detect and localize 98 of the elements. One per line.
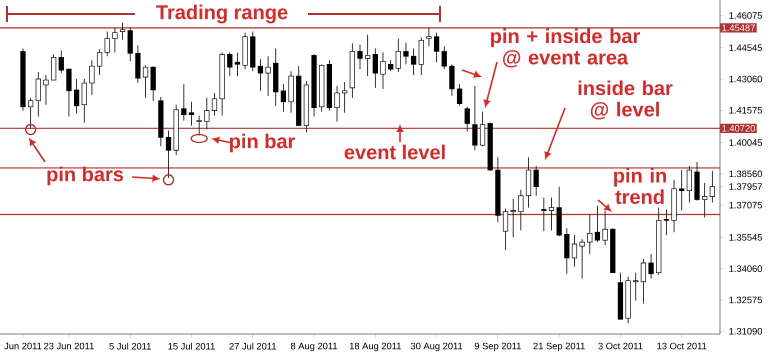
candlestick xyxy=(104,31,110,57)
candlestick xyxy=(280,84,286,112)
candlestick xyxy=(82,78,87,124)
candlestick xyxy=(357,44,363,70)
candlestick xyxy=(50,54,56,80)
candlestick xyxy=(442,46,447,70)
candlestick xyxy=(96,48,102,76)
candlestick xyxy=(28,97,34,129)
candlestick xyxy=(128,27,133,62)
y-tick-label: 1.43060 xyxy=(729,76,762,82)
candlestick xyxy=(120,22,126,40)
candlestick xyxy=(342,82,348,114)
x-tick-label: 3 Oct 2011 xyxy=(598,342,642,350)
candlestick xyxy=(112,27,118,53)
y-tick-label: 1.34060 xyxy=(729,265,762,272)
candlestick xyxy=(212,92,218,116)
candlestick xyxy=(564,228,570,274)
candlestick xyxy=(166,130,172,178)
y-tick-label: 1.37957 xyxy=(729,183,762,190)
x-tick-label: 18 Aug 2011 xyxy=(350,342,401,352)
candlestick xyxy=(372,48,378,88)
x-tick-label: 13 Oct 2011 xyxy=(657,342,706,350)
candlestick xyxy=(434,32,440,63)
candlestick xyxy=(502,208,508,251)
candlestick xyxy=(548,197,554,231)
y-tick-label: 1.40045 xyxy=(729,139,762,146)
y-tick-label: 1.46075 xyxy=(729,12,762,19)
candlestick xyxy=(464,106,470,132)
y-tick-label: 1.31090 xyxy=(729,328,762,335)
candlestick xyxy=(679,170,684,211)
x-tick-label: 27 Jul 2011 xyxy=(229,342,276,350)
candlestick xyxy=(396,38,401,72)
candlestick xyxy=(648,254,654,279)
candlestick xyxy=(74,78,80,114)
candlestick xyxy=(227,52,232,76)
candlestick xyxy=(150,66,156,102)
candlestick xyxy=(594,205,600,243)
annotation: Trading range xyxy=(156,4,288,24)
annotation: inside bar @ level xyxy=(578,80,672,120)
candlestick xyxy=(702,182,708,218)
candlestick xyxy=(426,27,432,47)
candlestick xyxy=(602,210,608,246)
candlestick xyxy=(196,115,202,136)
x-tick-label: 9 Sep 2011 xyxy=(474,342,521,352)
y-tick-label: 1.41575 xyxy=(729,107,762,114)
candlestick xyxy=(534,166,539,196)
candlestick xyxy=(89,60,95,96)
y-tick-label: 1.37075 xyxy=(729,202,762,208)
candlestick xyxy=(456,84,462,106)
candlestick xyxy=(664,209,670,236)
candlestick xyxy=(334,86,340,122)
x-tick-label: 8 Aug 2011 xyxy=(290,342,338,352)
candlestick xyxy=(579,238,585,279)
y-tick-label: 1.38560 xyxy=(729,170,762,178)
candlestick xyxy=(181,84,186,121)
y-tick-label: 1.44545 xyxy=(729,44,762,51)
candlestick xyxy=(388,60,394,72)
x-tick-label: Jun 2011 xyxy=(4,342,42,350)
annotation: pin bars xyxy=(47,166,124,186)
candlestick xyxy=(686,166,692,203)
candlestick xyxy=(43,74,49,106)
annotation: pin in trend xyxy=(614,168,666,204)
candlestick xyxy=(403,42,409,65)
x-tick-label: 23 Jun 2011 xyxy=(44,342,94,350)
annotation: pin + inside bar @ event area xyxy=(491,28,640,68)
candlestick xyxy=(710,170,715,203)
candlestick xyxy=(587,214,592,254)
y-tick-label: 1.32575 xyxy=(729,296,762,304)
ref-line-label: 1.45487 xyxy=(722,24,755,32)
candlestick xyxy=(418,37,424,76)
annotation: event level xyxy=(344,144,445,160)
candlestick xyxy=(204,97,210,130)
candlestick xyxy=(518,189,524,231)
candlestick xyxy=(640,258,646,304)
x-tick-label: 30 Aug 2011 xyxy=(410,342,462,352)
x-tick-label: 5 Jul 2011 xyxy=(109,342,151,350)
candlestick xyxy=(510,198,516,238)
candlestick xyxy=(66,68,72,117)
x-tick-label: 21 Sep 2011 xyxy=(533,342,585,352)
y-tick-label: 1.35545 xyxy=(729,234,762,241)
candlestick xyxy=(541,197,546,232)
candlestick xyxy=(572,234,578,268)
candlestick xyxy=(188,101,194,126)
candlestick xyxy=(265,56,271,96)
candlestick xyxy=(142,64,148,98)
candlestick xyxy=(480,111,486,147)
candlestick xyxy=(258,58,264,92)
candlestick xyxy=(633,272,638,301)
candlestick xyxy=(36,72,41,117)
candlestick xyxy=(58,50,64,74)
x-tick-label: 15 Jul 2011 xyxy=(168,342,215,350)
candlestick xyxy=(365,34,370,76)
candlestick xyxy=(449,64,455,96)
candlestick xyxy=(472,86,478,151)
ref-line-label: 1.40720 xyxy=(722,125,755,132)
candlestick xyxy=(380,52,386,90)
annotation: pin bar xyxy=(230,134,296,152)
candlestick xyxy=(410,48,416,76)
